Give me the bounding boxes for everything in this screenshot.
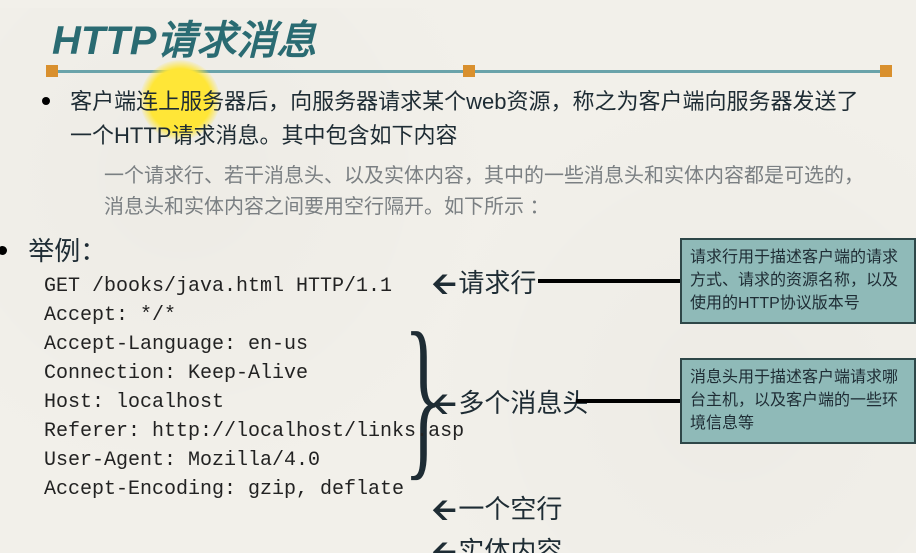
bullet-area: 客户端连上服务器后，向服务器请求某个web资源，称之为客户端向服务器发送了一个H…	[70, 85, 876, 504]
bullet-main: 客户端连上服务器后，向服务器请求某个web资源，称之为客户端向服务器发送了一个H…	[70, 85, 876, 153]
title-rule	[52, 70, 886, 73]
rule-handle-left	[46, 65, 58, 77]
arrow-left-icon: 🡨	[432, 530, 456, 553]
bullet-main-text: 客户端连上服务器后，向服务器请求某个web资源，称之为客户端向服务器发送了一个H…	[70, 89, 859, 148]
example-heading: 举例：	[26, 231, 876, 268]
rule-handle-mid	[463, 65, 475, 77]
bullet-dot-icon	[42, 97, 50, 105]
rule-handle-right	[880, 65, 892, 77]
slide: HTTP请求消息 客户端连上服务器后，向服务器请求某个web资源，称之为客户端向…	[0, 8, 916, 504]
label-body: 🡨实体内容	[432, 530, 562, 553]
bullet-dot-icon	[0, 246, 7, 255]
bullet-sub: 一个请求行、若干消息头、以及实体内容，其中的一些消息头和实体内容都是可选的，消息…	[104, 161, 876, 223]
example-heading-text: 举例：	[28, 236, 106, 266]
http-example: GET /books/java.html HTTP/1.1 Accept: */…	[44, 272, 876, 504]
slide-title: HTTP请求消息	[52, 8, 916, 66]
